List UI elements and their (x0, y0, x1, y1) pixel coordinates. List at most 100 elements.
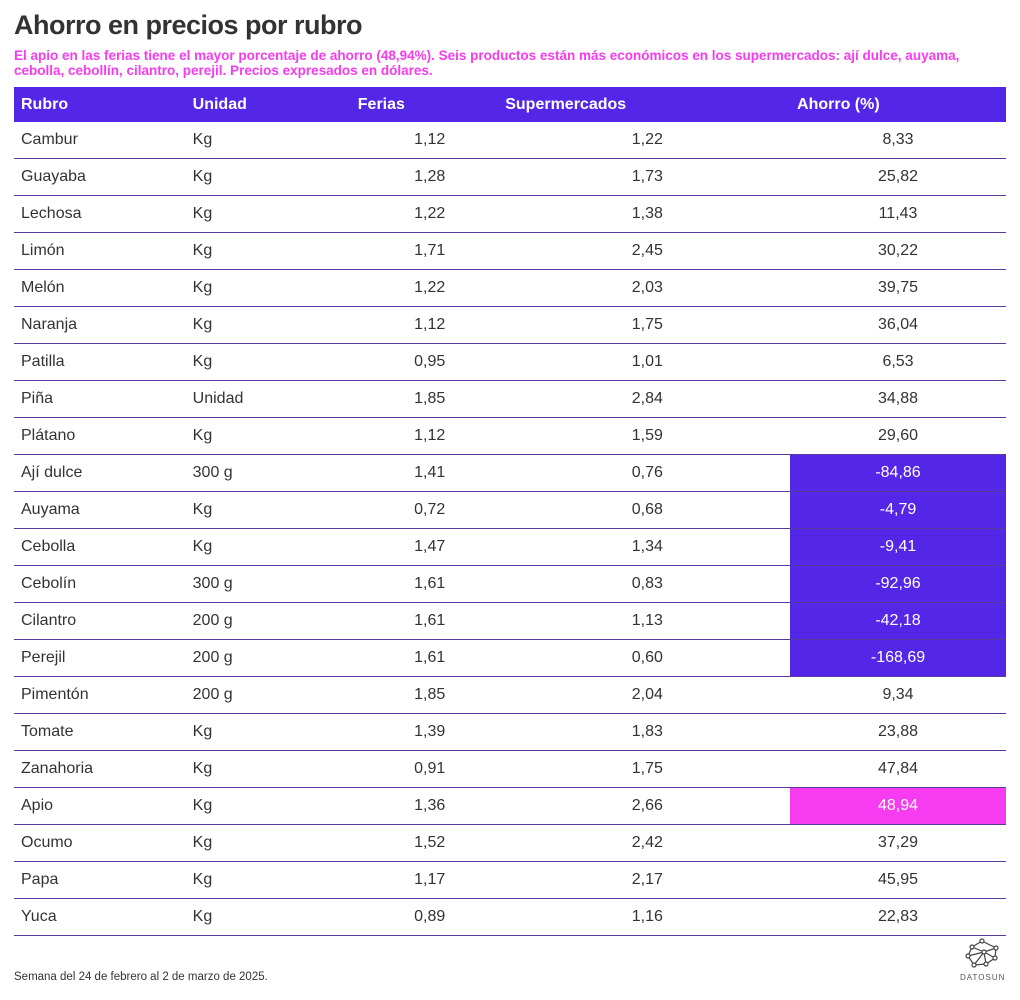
table-row: Cambur Kg 1,12 1,22 8,33 (14, 122, 1006, 159)
cell-rubro: Zanahoria (14, 750, 193, 788)
cell-ferias: 1,85 (311, 380, 446, 418)
table-row: Zanahoria Kg 0,91 1,75 47,84 (14, 750, 1006, 788)
cell-spacer (662, 417, 791, 455)
table-header-row: Rubro Unidad Ferias Supermercados Ahorro… (14, 87, 1006, 122)
table-row: Limón Kg 1,71 2,45 30,22 (14, 232, 1006, 270)
cell-ahorro: -42,18 (790, 602, 1006, 640)
cell-supermercados: 1,75 (445, 306, 663, 344)
cell-unidad: Kg (192, 417, 312, 455)
cell-spacer (662, 232, 791, 270)
cell-unidad: Kg (192, 343, 312, 381)
table-row: Yuca Kg 0,89 1,16 22,83 (14, 898, 1006, 936)
cell-ahorro: 11,43 (790, 195, 1006, 233)
cell-unidad: Kg (192, 306, 312, 344)
cell-unidad: Kg (192, 713, 312, 751)
cell-unidad: Kg (192, 750, 312, 788)
cell-supermercados: 0,76 (445, 454, 663, 492)
cell-ahorro: 39,75 (790, 269, 1006, 307)
table-row: Patilla Kg 0,95 1,01 6,53 (14, 343, 1006, 381)
column-header-rubro[interactable]: Rubro (14, 87, 193, 122)
cell-rubro: Patilla (14, 343, 193, 381)
cell-supermercados: 2,66 (445, 787, 663, 825)
cell-spacer (662, 602, 791, 640)
cell-ferias: 1,52 (311, 824, 446, 862)
cell-spacer (662, 787, 791, 825)
cell-ferias: 0,91 (311, 750, 446, 788)
cell-ferias: 0,89 (311, 898, 446, 936)
table-row: Piña Unidad 1,85 2,84 34,88 (14, 380, 1006, 418)
cell-supermercados: 2,04 (445, 676, 663, 714)
cell-spacer (662, 639, 791, 677)
cell-supermercados: 1,38 (445, 195, 663, 233)
cell-supermercados: 1,34 (445, 528, 663, 566)
cell-supermercados: 0,60 (445, 639, 663, 677)
cell-unidad: Kg (192, 491, 312, 529)
cell-ahorro: 29,60 (790, 417, 1006, 455)
table-row: Pimentón 200 g 1,85 2,04 9,34 (14, 676, 1006, 714)
cell-ahorro: 9,34 (790, 676, 1006, 714)
cell-rubro: Lechosa (14, 195, 193, 233)
cell-rubro: Cambur (14, 122, 193, 159)
column-header-supermercados[interactable]: Supermercados (445, 87, 791, 122)
table-row: Cebolín 300 g 1,61 0,83 -92,96 (14, 565, 1006, 603)
cell-rubro: Cebolín (14, 565, 193, 603)
cell-unidad: Unidad (192, 380, 312, 418)
cell-ahorro: 6,53 (790, 343, 1006, 381)
cell-rubro: Cilantro (14, 602, 193, 640)
cell-ahorro: 34,88 (790, 380, 1006, 418)
cell-spacer (662, 713, 791, 751)
cell-ahorro: 23,88 (790, 713, 1006, 751)
cell-ahorro: 48,94 (790, 787, 1006, 825)
table-row: Guayaba Kg 1,28 1,73 25,82 (14, 158, 1006, 196)
cell-supermercados: 2,84 (445, 380, 663, 418)
table-row: Melón Kg 1,22 2,03 39,75 (14, 269, 1006, 307)
cell-ferias: 1,17 (311, 861, 446, 899)
cell-unidad: 300 g (192, 454, 312, 492)
column-header-ahorro[interactable]: Ahorro (%) (790, 87, 1006, 122)
cell-supermercados: 2,45 (445, 232, 663, 270)
cell-rubro: Papa (14, 861, 193, 899)
cell-ahorro: 22,83 (790, 898, 1006, 936)
cell-unidad: Kg (192, 861, 312, 899)
cell-unidad: 300 g (192, 565, 312, 603)
cell-spacer (662, 195, 791, 233)
cell-spacer (662, 122, 791, 159)
cell-spacer (662, 750, 791, 788)
cell-ahorro: 37,29 (790, 824, 1006, 862)
cell-ahorro: -9,41 (790, 528, 1006, 566)
table-row: Papa Kg 1,17 2,17 45,95 (14, 861, 1006, 899)
cell-supermercados: 1,01 (445, 343, 663, 381)
table-row: Perejil 200 g 1,61 0,60 -168,69 (14, 639, 1006, 677)
cell-unidad: Kg (192, 232, 312, 270)
cell-rubro: Auyama (14, 491, 193, 529)
cell-supermercados: 2,17 (445, 861, 663, 899)
cell-spacer (662, 898, 791, 936)
column-header-ferias[interactable]: Ferias (311, 87, 446, 122)
cell-supermercados: 1,73 (445, 158, 663, 196)
cell-ferias: 1,22 (311, 195, 446, 233)
cell-rubro: Melón (14, 269, 193, 307)
cell-ferias: 1,61 (311, 602, 446, 640)
cell-unidad: Kg (192, 787, 312, 825)
cell-spacer (662, 565, 791, 603)
table-row: Ají dulce 300 g 1,41 0,76 -84,86 (14, 454, 1006, 492)
cell-ferias: 1,12 (311, 417, 446, 455)
cell-unidad: Kg (192, 122, 312, 159)
cell-spacer (662, 306, 791, 344)
cell-ahorro: 30,22 (790, 232, 1006, 270)
cell-spacer (662, 861, 791, 899)
cell-spacer (662, 824, 791, 862)
cell-ahorro: -92,96 (790, 565, 1006, 603)
cell-ferias: 1,39 (311, 713, 446, 751)
table-row: Apio Kg 1,36 2,66 48,94 (14, 787, 1006, 825)
cell-ferias: 1,47 (311, 528, 446, 566)
cell-supermercados: 0,68 (445, 491, 663, 529)
cell-rubro: Plátano (14, 417, 193, 455)
savings-table: Rubro Unidad Ferias Supermercados Ahorro… (14, 87, 1006, 936)
cell-spacer (662, 491, 791, 529)
cell-ferias: 0,72 (311, 491, 446, 529)
cell-unidad: Kg (192, 269, 312, 307)
cell-spacer (662, 158, 791, 196)
column-header-unidad[interactable]: Unidad (192, 87, 312, 122)
